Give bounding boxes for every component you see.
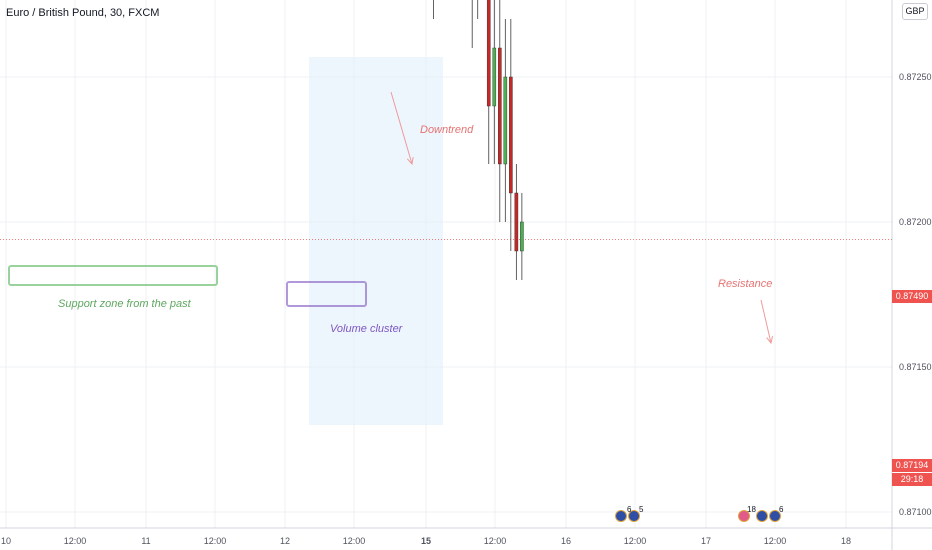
downtrend-region bbox=[309, 57, 443, 425]
x-tick-label: 12:00 bbox=[64, 536, 87, 546]
y-tick-label: 0.87100 bbox=[899, 507, 932, 517]
downtrend-arrow bbox=[390, 91, 413, 165]
x-tick-label: 17 bbox=[701, 536, 711, 546]
event-count: 6 bbox=[779, 505, 784, 514]
x-tick-label: 16 bbox=[561, 536, 571, 546]
economic-event-icon[interactable] bbox=[738, 510, 750, 522]
candle-body bbox=[498, 47, 502, 165]
x-tick-label: 11 bbox=[141, 536, 150, 546]
x-tick-label: 12:00 bbox=[484, 536, 507, 546]
candle-body bbox=[509, 76, 513, 194]
candle-body bbox=[492, 47, 497, 107]
economic-event-icon[interactable] bbox=[769, 510, 781, 522]
candle-body bbox=[520, 221, 524, 252]
economic-event-icon[interactable] bbox=[756, 510, 768, 522]
x-tick-label: 10 bbox=[1, 536, 11, 546]
symbol-title: Euro / British Pound, 30, FXCM bbox=[6, 7, 160, 19]
x-tick-label: 12 bbox=[280, 536, 290, 546]
y-tick-label: 0.87250 bbox=[899, 72, 932, 82]
volume-annotation: Volume cluster bbox=[330, 323, 403, 335]
y-tick-label: 0.87200 bbox=[899, 217, 932, 227]
candle-body bbox=[486, 0, 491, 107]
resistance-arrow bbox=[760, 299, 772, 344]
support-annotation: Support zone from the past bbox=[58, 298, 191, 310]
candle-body bbox=[503, 76, 508, 165]
x-tick-label: 12:00 bbox=[764, 536, 787, 546]
candle-body bbox=[514, 192, 519, 252]
downtrend-annotation: Downtrend bbox=[420, 124, 474, 136]
x-tick-label: 15 bbox=[421, 536, 431, 546]
countdown-badge: 29:18 bbox=[892, 473, 932, 486]
economic-event-icon[interactable] bbox=[628, 510, 640, 522]
event-count: 18 bbox=[747, 505, 756, 514]
x-tick-label: 12:00 bbox=[204, 536, 227, 546]
downtrend-arrow-head bbox=[406, 157, 414, 166]
x-tick-label: 18 bbox=[841, 536, 851, 546]
economic-event-icon[interactable] bbox=[615, 510, 627, 522]
x-tick-label: 12:00 bbox=[624, 536, 647, 546]
currency-button[interactable]: GBP bbox=[902, 3, 928, 20]
resistance-arrow-head bbox=[766, 336, 774, 345]
event-count: 5 bbox=[639, 505, 644, 514]
resistance-annotation: Resistance bbox=[718, 278, 773, 290]
resistance-price-badge: 0.87490 bbox=[892, 290, 932, 303]
last-price-badge: 0.87194 bbox=[892, 459, 932, 472]
x-tick-label: 12:00 bbox=[343, 536, 366, 546]
volume-cluster-box bbox=[286, 281, 367, 307]
support-zone-box bbox=[8, 265, 218, 286]
event-count: 6 bbox=[627, 505, 632, 514]
y-tick-label: 0.87150 bbox=[899, 362, 932, 372]
